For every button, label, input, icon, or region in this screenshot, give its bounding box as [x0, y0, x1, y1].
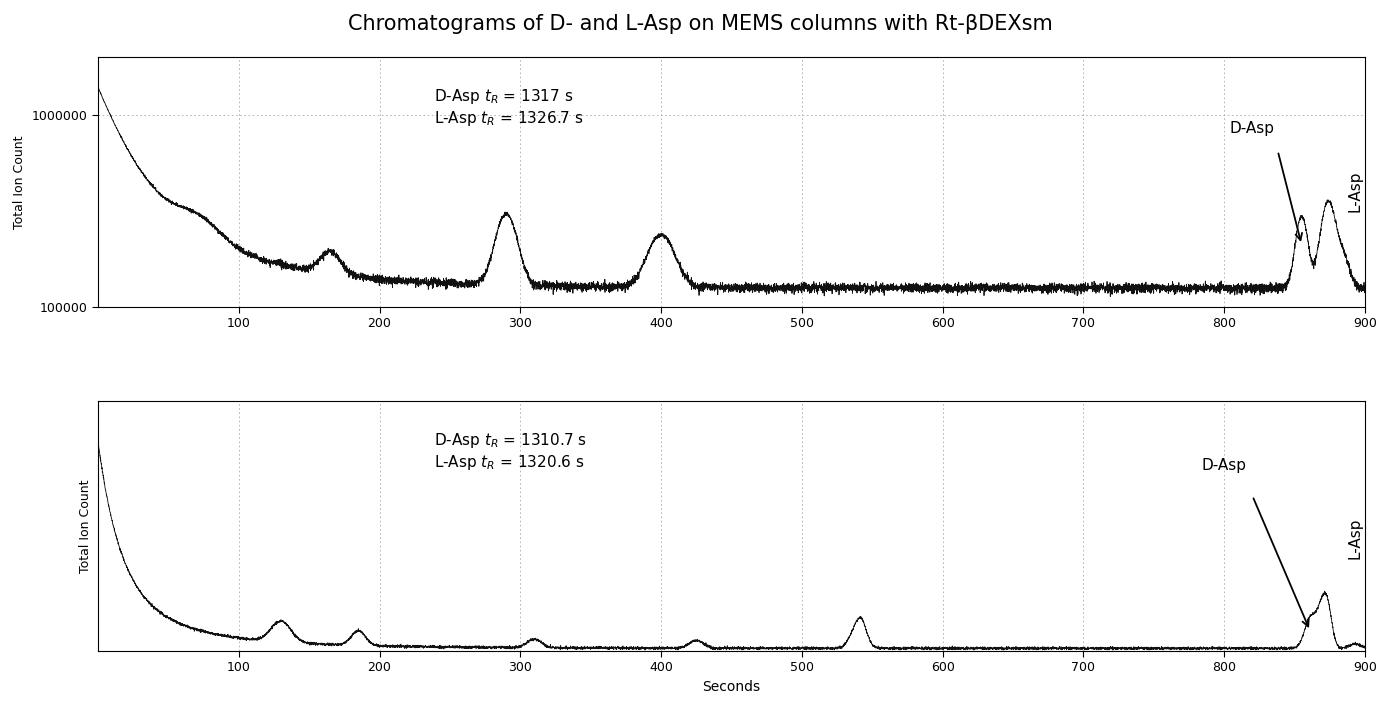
Text: L-Asp: L-Asp	[1348, 170, 1362, 212]
Y-axis label: Total Ion Count: Total Ion Count	[80, 479, 92, 573]
Text: D-Asp: D-Asp	[1201, 458, 1247, 473]
Text: L-Asp: L-Asp	[1348, 517, 1362, 558]
Text: $\mathregular{D}$-Asp $t_{R}$ = 1310.7 s
$\mathregular{L}$-Asp $t_{R}$ = 1320.6 : $\mathregular{D}$-Asp $t_{R}$ = 1310.7 s…	[434, 431, 587, 472]
Text: D-Asp: D-Asp	[1229, 121, 1275, 136]
X-axis label: Seconds: Seconds	[703, 680, 760, 694]
Text: Chromatograms of D- and L-Asp on MEMS columns with Rt-βDEXsm: Chromatograms of D- and L-Asp on MEMS co…	[347, 14, 1053, 34]
Y-axis label: Total Ion Count: Total Ion Count	[13, 135, 27, 229]
Text: $\mathregular{D}$-Asp $t_{R}$ = 1317 s
$\mathregular{L}$-Asp $t_{R}$ = 1326.7 s: $\mathregular{D}$-Asp $t_{R}$ = 1317 s $…	[434, 87, 584, 128]
